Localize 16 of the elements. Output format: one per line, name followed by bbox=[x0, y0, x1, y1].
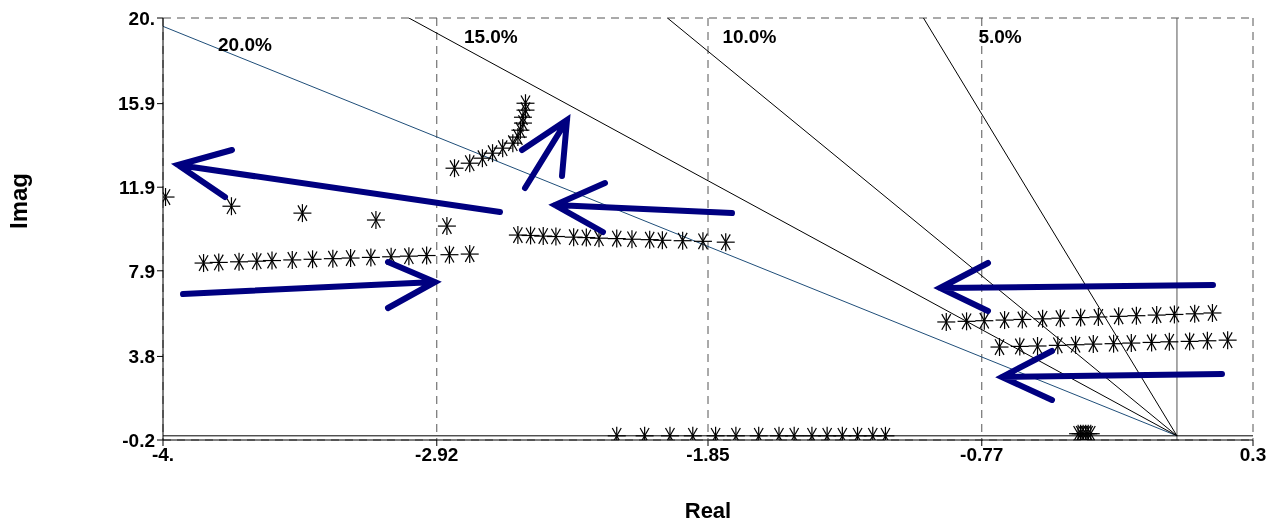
y-axis-title: Imag bbox=[4, 172, 32, 229]
y-tick-label: 15.9 bbox=[118, 93, 155, 115]
y-tick-label: 7.9 bbox=[128, 260, 155, 282]
y-tick-label: 20. bbox=[128, 7, 155, 29]
x-tick-label: -0.77 bbox=[960, 444, 1004, 466]
x-axis-title: Real bbox=[684, 498, 732, 520]
series-label: 5.0% bbox=[978, 26, 1022, 47]
x-tick-label: -1.85 bbox=[686, 444, 731, 466]
series-label: 15.0% bbox=[463, 26, 518, 47]
x-tick-label: -2.92 bbox=[415, 444, 459, 466]
series-label: 20.0% bbox=[218, 34, 272, 56]
series-label: 10.0% bbox=[722, 26, 777, 47]
y-tick-label: 3.8 bbox=[128, 346, 155, 368]
x-tick-label: 0.3 bbox=[1239, 444, 1267, 466]
y-tick-label: 11.9 bbox=[119, 176, 155, 198]
y-tick-label: -0.2 bbox=[122, 429, 155, 451]
